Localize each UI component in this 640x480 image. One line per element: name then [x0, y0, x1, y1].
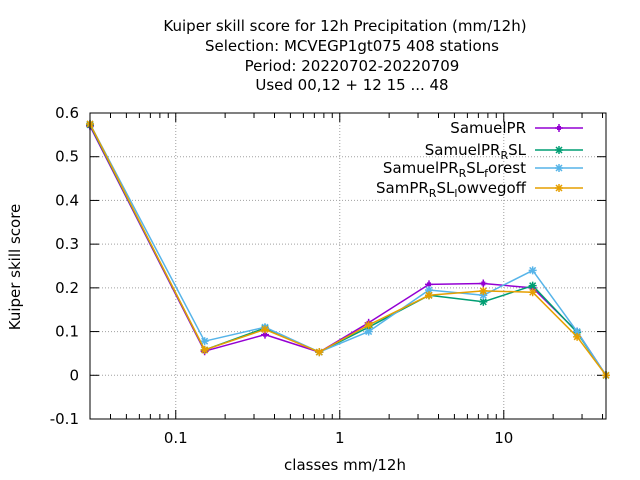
data-point [528, 288, 537, 297]
chart-title: Kuiper skill score for 12h Precipitation… [163, 17, 526, 94]
y-tick-label: 0.4 [55, 191, 79, 209]
legend-entry-SamuelPR_RSL_forest: SamuelPRRSLforest [383, 159, 583, 180]
legend-label: SamuelPRRSLforest [383, 159, 526, 180]
marker-stroke [261, 325, 269, 333]
marker-stroke [529, 282, 537, 290]
marker-stroke [555, 184, 563, 192]
marker-stroke [479, 298, 487, 306]
y-tick-label: 0.5 [55, 148, 79, 166]
title-line-4: Used 00,12 + 12 15 ... 48 [255, 76, 448, 94]
data-point [479, 279, 488, 288]
series-line [89, 123, 607, 376]
legend-entry-SamuelPR_RSL: SamuelPRRSL [425, 141, 583, 162]
legend-entry-SamPR_RSL_lowvegoff: SamPRRSLlowvegoff [376, 179, 583, 200]
marker-core [262, 332, 267, 337]
marker-stroke [573, 333, 581, 341]
y-tick-label: 0 [69, 366, 79, 384]
series-lines [86, 119, 610, 380]
legend-label: SamuelPRRSL [425, 141, 527, 162]
marker-stroke [201, 346, 209, 354]
plot-frame [89, 112, 607, 420]
data-point [315, 348, 324, 357]
marker-stroke [365, 328, 373, 336]
y-tick-labels: -0.1 0 0.1 0.2 0.3 0.4 0.5 0.6 [50, 104, 79, 428]
y-axis-label: Kuiper skill score [6, 204, 24, 331]
data-point [200, 337, 209, 346]
x-tick-label: 1 [335, 429, 345, 447]
marker-stroke [425, 286, 433, 294]
x-tick-label: 10 [494, 429, 513, 447]
axis-ticks [90, 112, 606, 420]
title-line-1: Kuiper skill score for 12h Precipitation… [163, 17, 526, 35]
y-tick-label: 0.3 [55, 235, 79, 253]
marker-core [557, 126, 561, 130]
data-point [200, 345, 209, 354]
legend-marker [555, 164, 563, 172]
legend-label: SamuelPR [450, 119, 526, 137]
marker-stroke [573, 328, 581, 336]
marker-stroke [555, 164, 563, 172]
data-point [260, 325, 269, 334]
x-tick-label: 0.1 [164, 429, 188, 447]
data-point [573, 327, 582, 336]
legend: SamuelPR SamuelPRRSLSamuelPRRSLforestSamP… [376, 119, 583, 200]
series-line [89, 124, 607, 376]
marker-stroke [479, 287, 487, 295]
marker-core [427, 282, 432, 287]
legend-marker [555, 124, 563, 132]
legend-entry-SamuelPR: SamuelPR [450, 119, 583, 137]
marker-stroke [529, 288, 537, 296]
marker-stroke [201, 337, 209, 345]
x-axis-label: classes mm/12h [284, 456, 406, 474]
y-tick-label: -0.1 [50, 410, 79, 428]
series-SamPR_RSL_lowvegoff [86, 119, 610, 380]
series-SamuelPR_RSL_forest [86, 119, 610, 380]
y-tick-label: 0.6 [55, 104, 79, 122]
marker-stroke [555, 146, 563, 154]
legend-marker [555, 184, 563, 192]
y-tick-label: 0.1 [55, 323, 79, 341]
data-point [479, 286, 488, 295]
legend-label: SamPRRSLlowvegoff [376, 179, 527, 200]
marker-stroke [365, 321, 373, 329]
y-tick-label: 0.2 [55, 279, 79, 297]
legend-marker [555, 146, 563, 154]
marker-stroke [529, 266, 537, 274]
marker-stroke [425, 291, 433, 299]
data-point [364, 321, 373, 330]
marker-core [481, 281, 486, 286]
x-tick-labels: 0.1 1 10 [164, 429, 513, 447]
data-point [573, 332, 582, 341]
data-point [425, 291, 434, 300]
title-line-3: Period: 20220702-20220709 [245, 57, 460, 75]
data-point [528, 266, 537, 275]
title-line-2: Selection: MCVEGP1gt075 408 stations [205, 37, 499, 55]
marker-stroke [315, 348, 323, 356]
grid [90, 113, 606, 419]
